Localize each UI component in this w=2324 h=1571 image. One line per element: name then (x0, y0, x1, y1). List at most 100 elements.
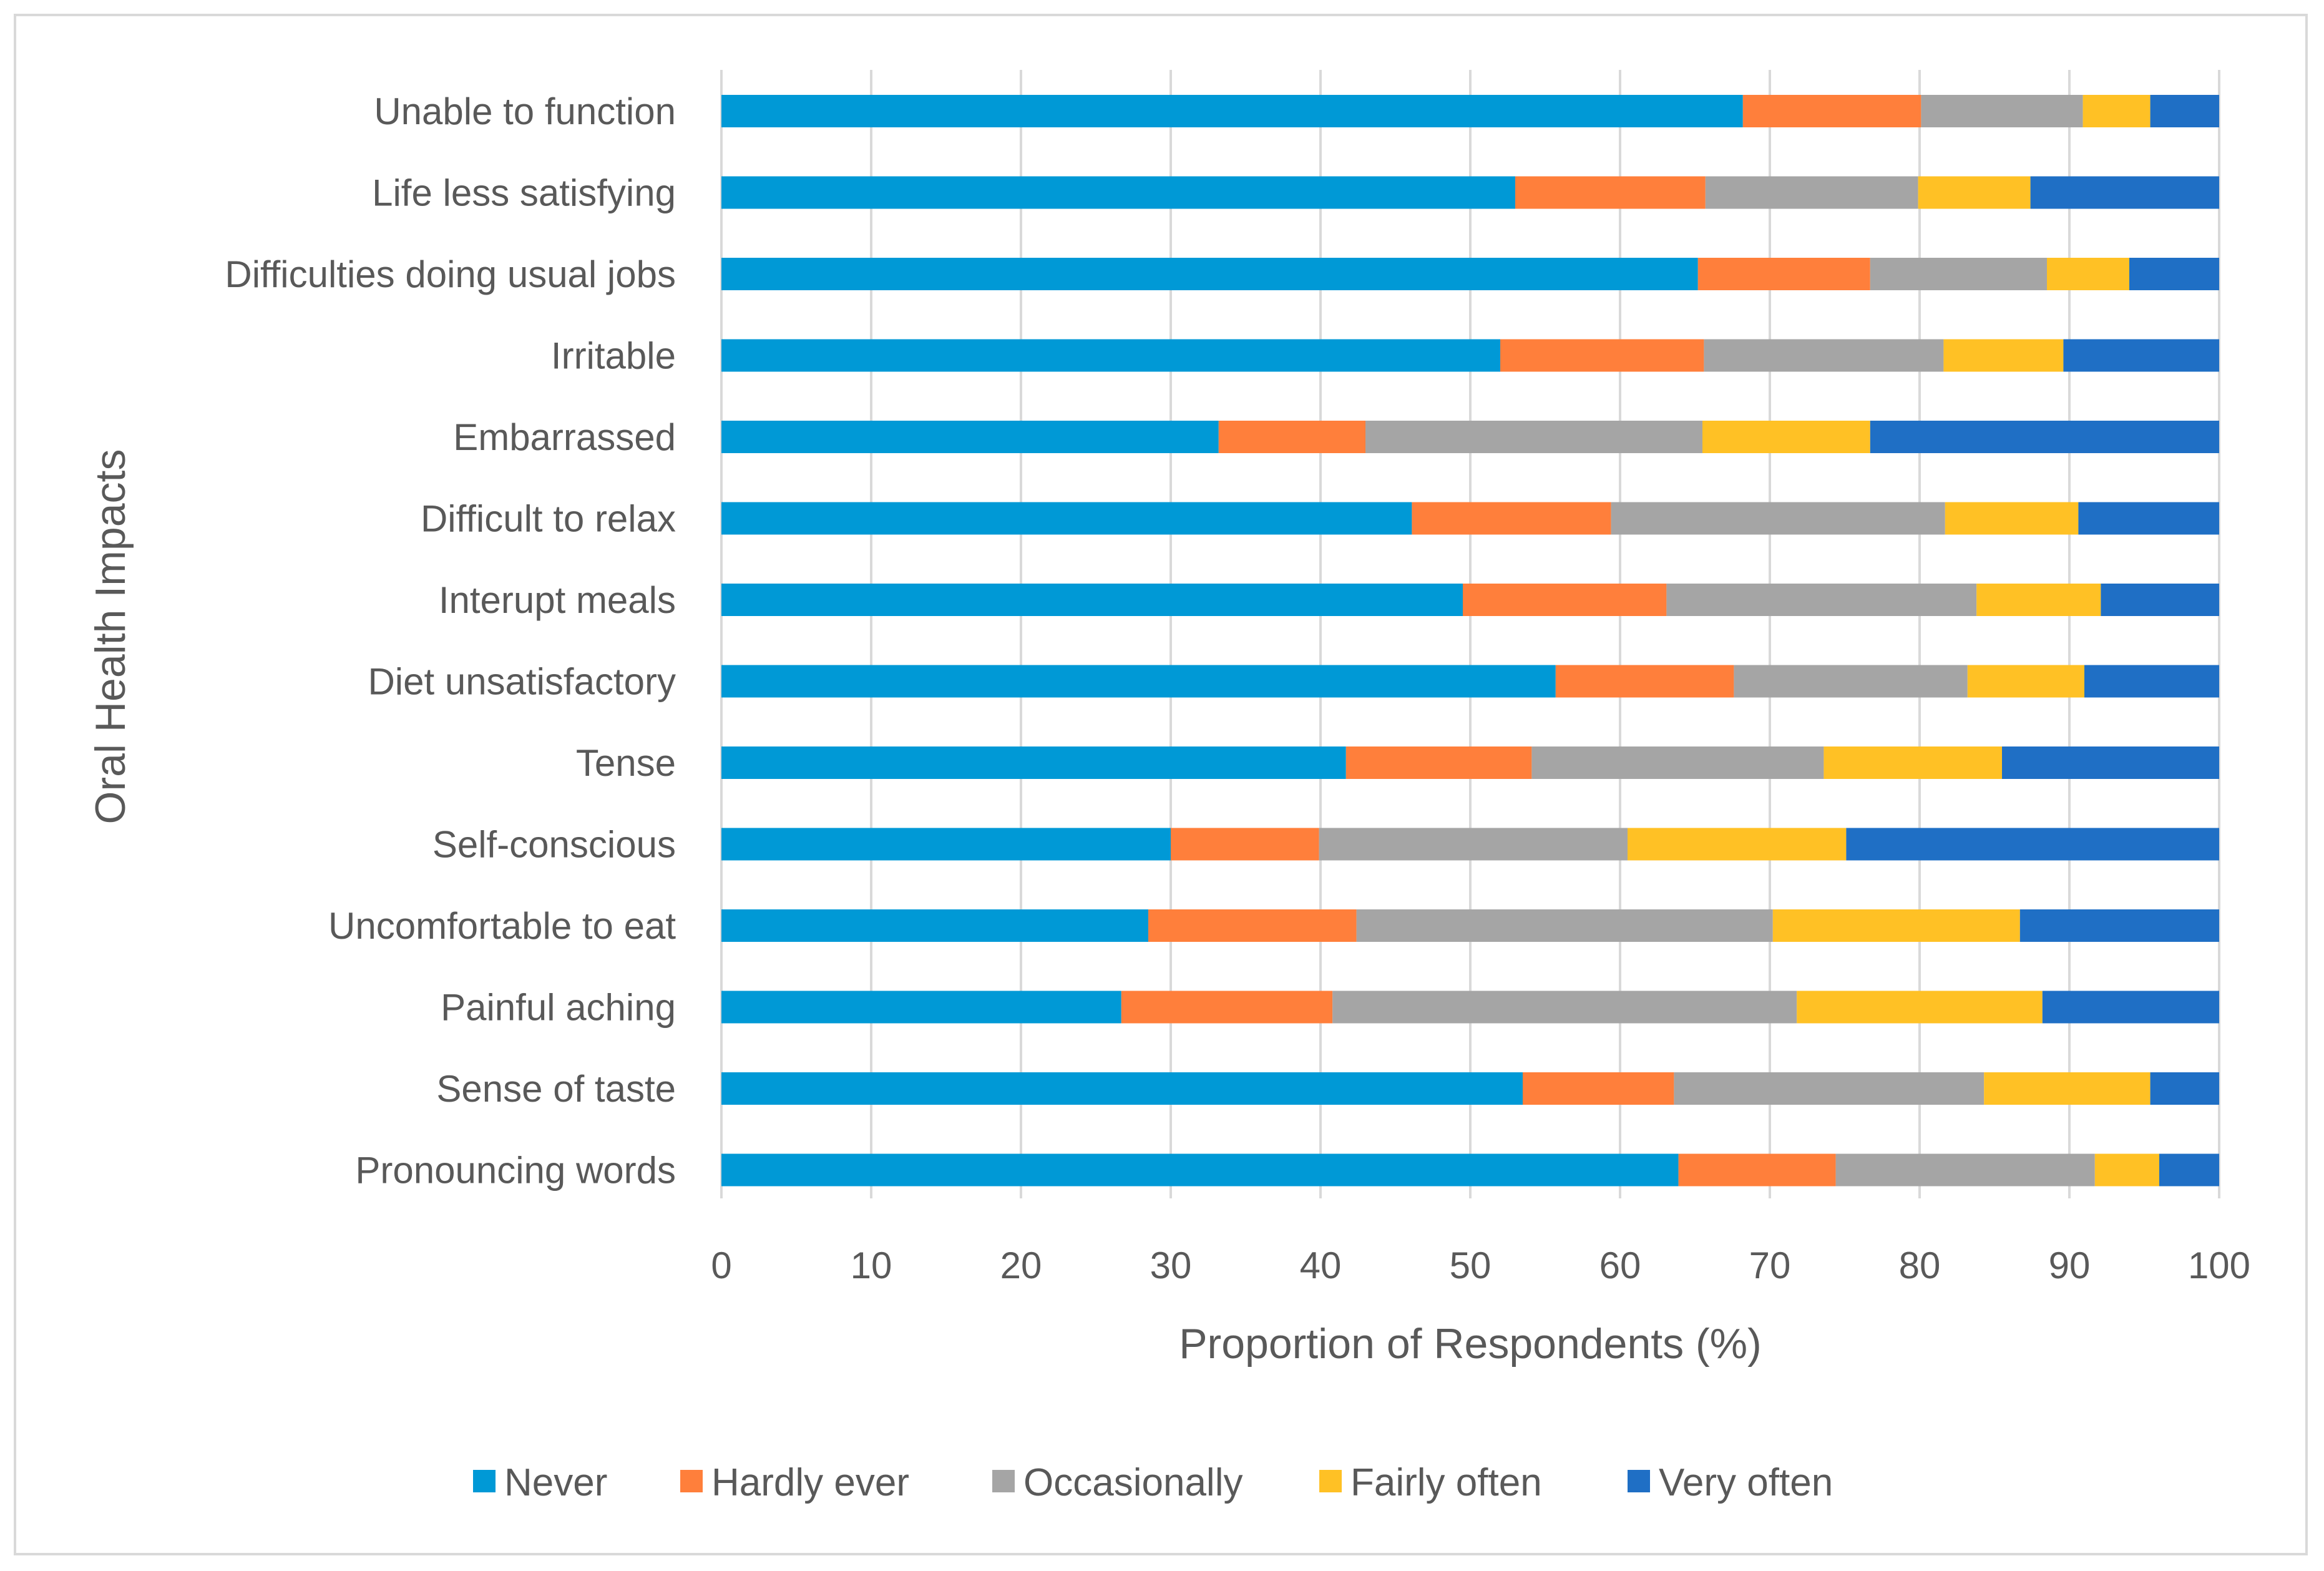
bar-segment-occasionally (1611, 502, 1945, 535)
bar-segment-hardly-ever (1148, 909, 1357, 942)
bar-segment-hardly-ever (1121, 991, 1333, 1024)
bar-row (721, 502, 2219, 535)
legend-label: Very often (1659, 1461, 1833, 1504)
bar-segment-never (721, 421, 1219, 453)
legend-label: Fairly often (1350, 1461, 1542, 1504)
bar-segment-very-often (2063, 339, 2219, 372)
bar-segment-never (721, 828, 1171, 861)
bar-segment-fairly-often (1628, 828, 1847, 861)
bar-segment-very-often (2078, 502, 2219, 535)
bar-row (721, 258, 2219, 290)
bar-segment-occasionally (1870, 258, 2047, 290)
category-label: Unable to function (374, 91, 676, 132)
bar-segment-fairly-often (2094, 1153, 2159, 1187)
bar-row (721, 1072, 2219, 1105)
x-tick-label: 20 (1000, 1245, 1042, 1286)
legend-swatch (680, 1470, 703, 1492)
bar-segment-hardly-ever (1515, 176, 1706, 209)
bar-segment-occasionally (1835, 1153, 2095, 1187)
x-tick-label: 0 (711, 1245, 731, 1286)
bar-segment-fairly-often (1967, 665, 2084, 698)
bar-segment-hardly-ever (1523, 1072, 1674, 1105)
category-label: Sense of taste (436, 1068, 676, 1110)
bar-segment-occasionally (1674, 1072, 1985, 1105)
bar-row (721, 991, 2219, 1024)
category-label: Uncomfortable to eat (328, 905, 676, 947)
x-tick-label: 10 (851, 1245, 892, 1286)
bar-segment-never (721, 991, 1121, 1024)
gridlines (720, 70, 2220, 1198)
bar-row (721, 909, 2219, 942)
bar-segment-occasionally (1704, 339, 1944, 372)
bar-row (721, 95, 2219, 127)
bar-row (721, 828, 2219, 861)
bar-segment-fairly-often (1945, 502, 2079, 535)
category-labels: Unable to function Life less satisfying Di… (225, 91, 676, 1192)
x-tick-label: 30 (1150, 1245, 1192, 1286)
bar-segment-hardly-ever (1697, 258, 1870, 290)
bar-row (721, 746, 2219, 779)
bar-segment-fairly-often (1772, 909, 2020, 942)
bar-segment-occasionally (1365, 421, 1702, 453)
bar-row (721, 665, 2219, 698)
category-label: Irritable (551, 335, 676, 377)
bar-segment-hardly-ever (1171, 828, 1319, 861)
legend-swatch (473, 1470, 496, 1492)
bar-segment-occasionally (1734, 665, 1968, 698)
legend-label: Occasionally (1023, 1461, 1243, 1504)
bar-segment-never (721, 502, 1412, 535)
legend-label: Never (504, 1461, 607, 1504)
bar-segment-never (721, 1153, 1679, 1187)
bar-segment-very-often (1846, 828, 2219, 861)
legend-swatch (992, 1470, 1015, 1492)
bar-segment-never (721, 176, 1515, 209)
x-tick-label: 70 (1749, 1245, 1791, 1286)
category-label: Diet unsatisfactory (368, 661, 676, 703)
bar-segment-fairly-often (2047, 258, 2129, 290)
bar-row (721, 176, 2219, 209)
legend-swatch (1319, 1470, 1342, 1492)
legend-label: Hardly ever (711, 1461, 909, 1504)
bar-segment-very-often (2030, 176, 2219, 209)
bar-segment-occasionally (1705, 176, 1918, 209)
legend-swatch (1628, 1470, 1650, 1492)
bars (721, 95, 2219, 1187)
bar-segment-hardly-ever (1463, 584, 1667, 616)
bar-segment-very-often (2084, 665, 2219, 698)
bar-segment-never (721, 584, 1463, 616)
category-label: Painful aching (441, 987, 676, 1029)
bar-segment-fairly-often (1976, 584, 2101, 616)
bar-segment-hardly-ever (1345, 746, 1532, 779)
bar-segment-very-often (2042, 991, 2219, 1024)
x-tick-label: 90 (2049, 1245, 2091, 1286)
bar-segment-occasionally (1531, 746, 1824, 779)
bar-segment-never (721, 909, 1148, 942)
bar-segment-occasionally (1319, 828, 1628, 861)
bar-segment-occasionally (1921, 95, 2083, 127)
bar-row (721, 421, 2219, 453)
category-label: Interupt meals (439, 579, 676, 621)
bar-segment-hardly-ever (1412, 502, 1611, 535)
category-label: Embarrassed (453, 416, 676, 458)
bar-segment-fairly-often (1797, 991, 2043, 1024)
bar-segment-very-often (2129, 258, 2219, 290)
bar-segment-occasionally (1666, 584, 1977, 616)
bar-segment-occasionally (1356, 909, 1773, 942)
bar-segment-fairly-often (1984, 1072, 2151, 1105)
category-label: Tense (576, 742, 676, 784)
x-tick-label: 40 (1300, 1245, 1342, 1286)
x-tick-label: 100 (2188, 1245, 2250, 1286)
bar-segment-occasionally (1332, 991, 1797, 1024)
x-tick-label: 50 (1450, 1245, 1492, 1286)
bar-row (721, 339, 2219, 372)
bar-segment-never (721, 746, 1346, 779)
bar-segment-very-often (2019, 909, 2219, 942)
bar-segment-never (721, 1072, 1523, 1105)
bar-segment-very-often (2159, 1153, 2219, 1187)
bar-segment-fairly-often (2082, 95, 2151, 127)
x-tick-labels: 0 10 20 30 40 50 60 70 80 90 100 (711, 1245, 2250, 1286)
category-label: Difficulties doing usual jobs (225, 253, 676, 295)
bar-segment-hardly-ever (1742, 95, 1921, 127)
